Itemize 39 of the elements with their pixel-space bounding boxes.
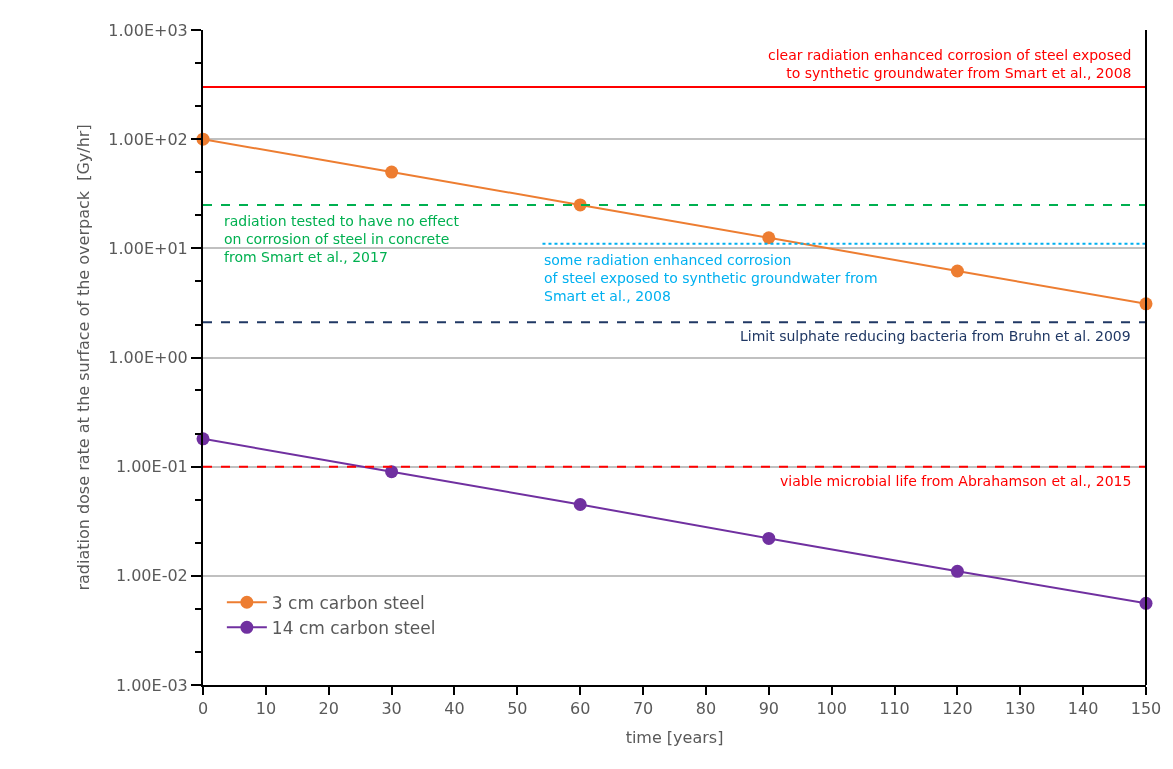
- y-tick-label: 1.00E+00: [108, 348, 188, 368]
- point: [385, 465, 399, 479]
- ref-line-label: viable microbial life from Abrahamson et al., 2015: [780, 473, 1132, 489]
- y-tick-label: 1.00E-02: [115, 566, 188, 586]
- x-tick-label: 40: [444, 699, 465, 719]
- x-tick-label: 0: [197, 699, 209, 719]
- x-tick-label: 100: [816, 699, 847, 719]
- x-tick-label: 70: [632, 699, 654, 719]
- x-tick-label: 130: [1005, 699, 1036, 719]
- x-tick-label: 30: [381, 699, 402, 719]
- point: [762, 531, 776, 545]
- x-tick-label: 140: [1067, 699, 1099, 719]
- ref-line-label: clear radiation enhanced corrosion of steel exposed to synthetic groundwater from Smart et al., 2008: [768, 47, 1132, 82]
- x-tick-label: 110: [879, 699, 910, 719]
- point: [385, 165, 399, 179]
- y-axis-title: radiation dose rate at the surface of the overpack [Gy/hr]: [73, 124, 93, 591]
- ref-line-label: radiation tested to have no effect on corrosion of steel in concrete from Smart et al., 2017: [224, 213, 460, 266]
- y-tick-label: 1.00E-03: [115, 675, 188, 695]
- point: [762, 231, 776, 245]
- x-tick-label: 120: [942, 699, 973, 719]
- x-tick-label: 150: [1130, 699, 1162, 719]
- y-tick-label: 1.00E+01: [108, 238, 188, 258]
- ref-line-label: some radiation enhanced corrosion of steel exposed to synthetic groundwater from Smart et al., 2008: [544, 252, 878, 305]
- x-axis-title: time [years]: [625, 728, 724, 748]
- point: [950, 264, 964, 278]
- x-tick-label: 60: [570, 699, 591, 719]
- x-tick-label: 90: [758, 699, 779, 719]
- point: [573, 498, 587, 512]
- legend-label: 14 cm carbon steel: [271, 617, 436, 638]
- legend-label: 3 cm carbon steel: [271, 592, 425, 613]
- y-tick-label: 1.00E+03: [108, 20, 188, 40]
- x-tick-label: 20: [318, 699, 339, 719]
- ref-line-label: Limit sulphate reducing bacteria from Bruhn et al. 2009: [740, 328, 1131, 344]
- x-tick-label: 80: [695, 699, 717, 719]
- y-tick-label: 1.00E-01: [115, 457, 188, 477]
- x-tick-label: 10: [255, 699, 277, 719]
- x-tick-label: 50: [507, 699, 528, 719]
- point: [950, 564, 964, 578]
- y-tick-label: 1.00E+02: [108, 129, 188, 149]
